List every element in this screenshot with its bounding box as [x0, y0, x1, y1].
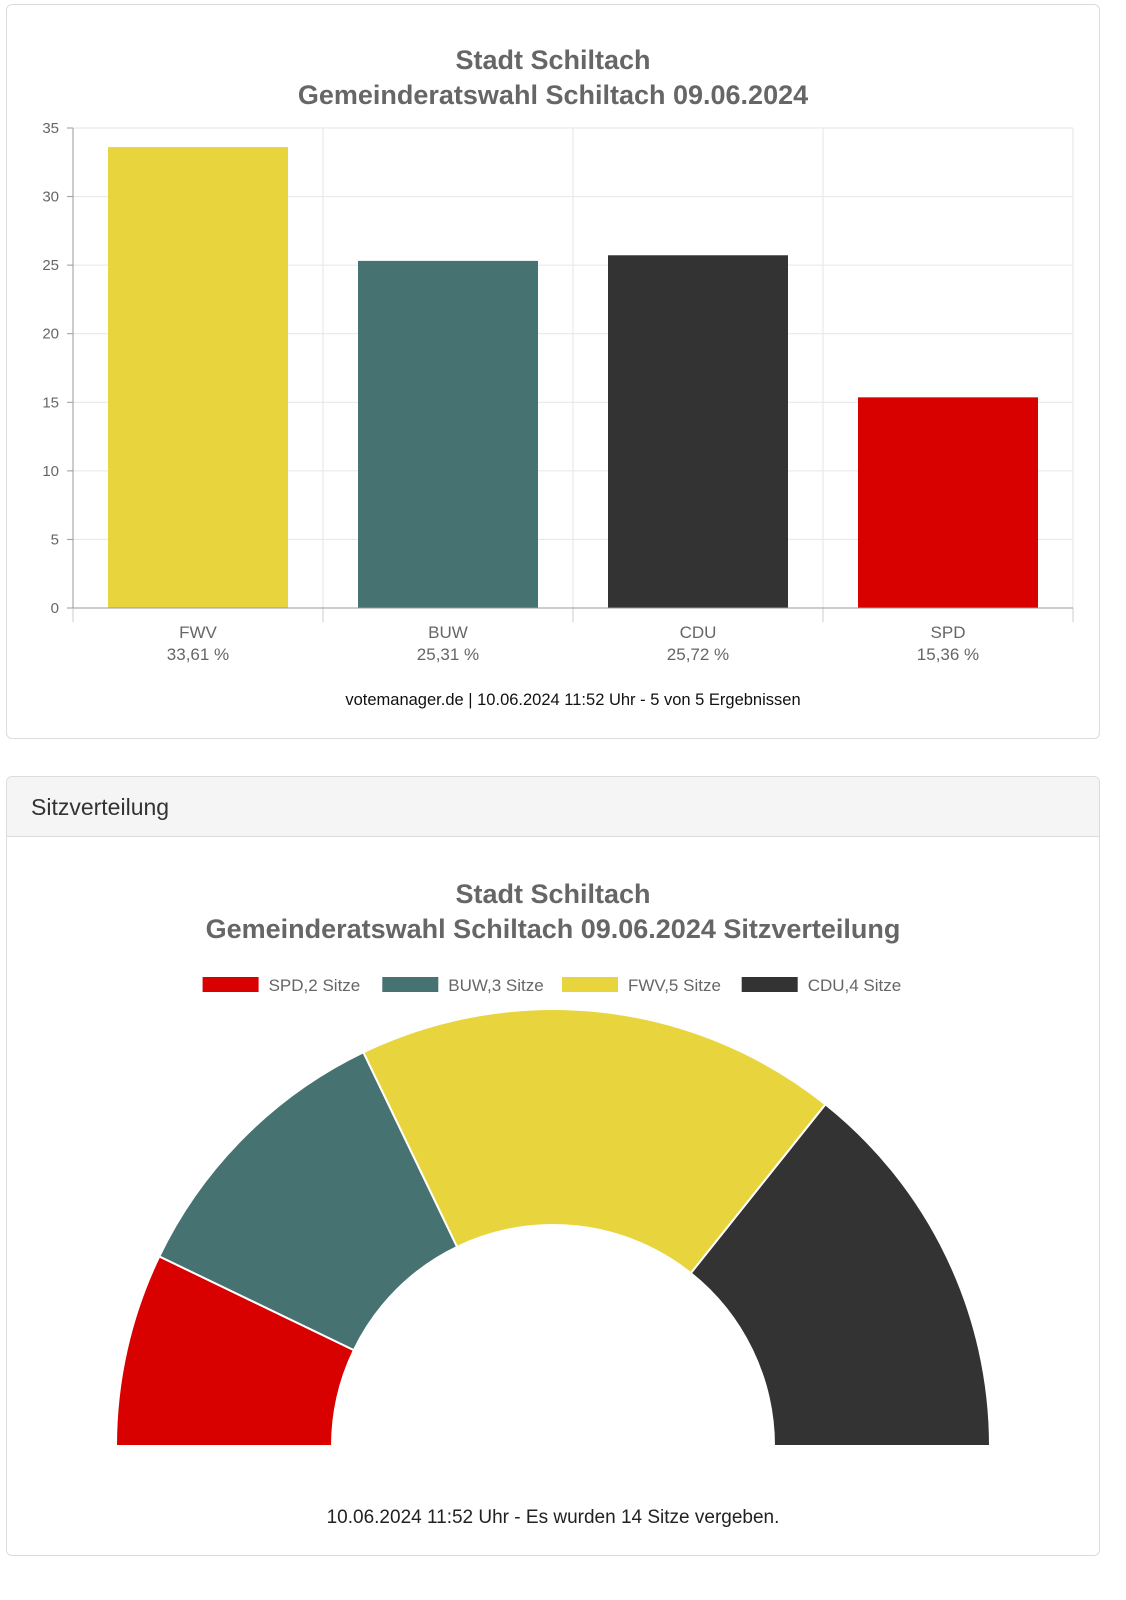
- y-tick-label: 5: [51, 531, 59, 548]
- bar-buw: [358, 260, 538, 608]
- seat-segment-cdu: [689, 1102, 992, 1447]
- legend-label-cdu: CDU,4 Sitze: [808, 976, 902, 995]
- card-header-title: Sitzverteilung: [31, 794, 170, 820]
- seat-chart-legend: SPD,2 Sitze BUW,3 Sitze FWV,5 Sitze CDU,4 S…: [202, 976, 902, 995]
- vote-share-bar-chart: Stadt Schiltach Gemeinderatswahl Schilta…: [42, 45, 1074, 709]
- bar-fwv: [108, 147, 288, 608]
- y-tick-label: 25: [42, 257, 59, 274]
- x-category-label: CDU: [680, 623, 717, 642]
- x-value-label: 25,31 %: [417, 645, 479, 664]
- bar-cdu: [608, 255, 788, 609]
- y-tick-label: 10: [42, 463, 59, 480]
- x-category-label: FWV: [179, 623, 217, 642]
- bar-spd: [858, 397, 1038, 608]
- seat-distribution-card: Sitzverteilung Stadt Schiltach Gemeinder…: [6, 776, 1100, 1556]
- y-tick-label: 15: [42, 394, 59, 411]
- vote-share-card: Stadt Schiltach Gemeinderatswahl Schilta…: [6, 4, 1100, 739]
- x-value-label: 15,36 %: [917, 645, 979, 664]
- bar-chart-title-line1: Stadt Schiltach: [455, 45, 650, 75]
- bar-chart-title-line2: Gemeinderatswahl Schiltach 09.06.2024: [298, 80, 808, 110]
- seat-chart-footer: 10.06.2024 11:52 Uhr - Es wurden 14 Sitz…: [327, 1507, 780, 1528]
- legend-label-fwv: FWV,5 Sitze: [628, 976, 721, 995]
- seat-chart-arcs: [114, 1008, 992, 1447]
- legend-swatch-buw: [382, 977, 439, 992]
- seat-chart-title-line2: Gemeinderatswahl Schiltach 09.06.2024 Si…: [206, 914, 901, 944]
- legend-swatch-cdu: [741, 977, 798, 992]
- x-category-label: BUW: [428, 623, 468, 642]
- seat-chart-title-line1: Stadt Schiltach: [455, 879, 650, 909]
- legend-swatch-spd: [202, 977, 259, 992]
- bar-chart-bars: [108, 147, 1038, 609]
- x-value-label: 25,72 %: [667, 645, 729, 664]
- bar-chart-source-footer: votemanager.de | 10.06.2024 11:52 Uhr - …: [345, 691, 800, 709]
- legend-label-spd: SPD,2 Sitze: [269, 976, 361, 995]
- y-tick-label: 20: [42, 326, 59, 343]
- legend-label-buw: BUW,3 Sitze: [448, 976, 543, 995]
- seat-segment-fwv: [362, 1008, 827, 1275]
- y-tick-label: 35: [42, 120, 59, 137]
- y-tick-label: 30: [42, 189, 59, 206]
- bar-chart-axes: 0 5 10 15 20 25 30 35 FWV 33,61 % BUW 25,31 % CDU 25,…: [42, 120, 1074, 664]
- y-tick-label: 0: [51, 600, 59, 617]
- legend-swatch-fwv: [562, 977, 618, 992]
- x-value-label: 33,61 %: [167, 645, 229, 664]
- card-header: Sitzverteilung: [7, 777, 1099, 837]
- x-category-label: SPD: [931, 623, 966, 642]
- seat-distribution-chart: Stadt Schiltach Gemeinderatswahl Schilta…: [114, 879, 992, 1528]
